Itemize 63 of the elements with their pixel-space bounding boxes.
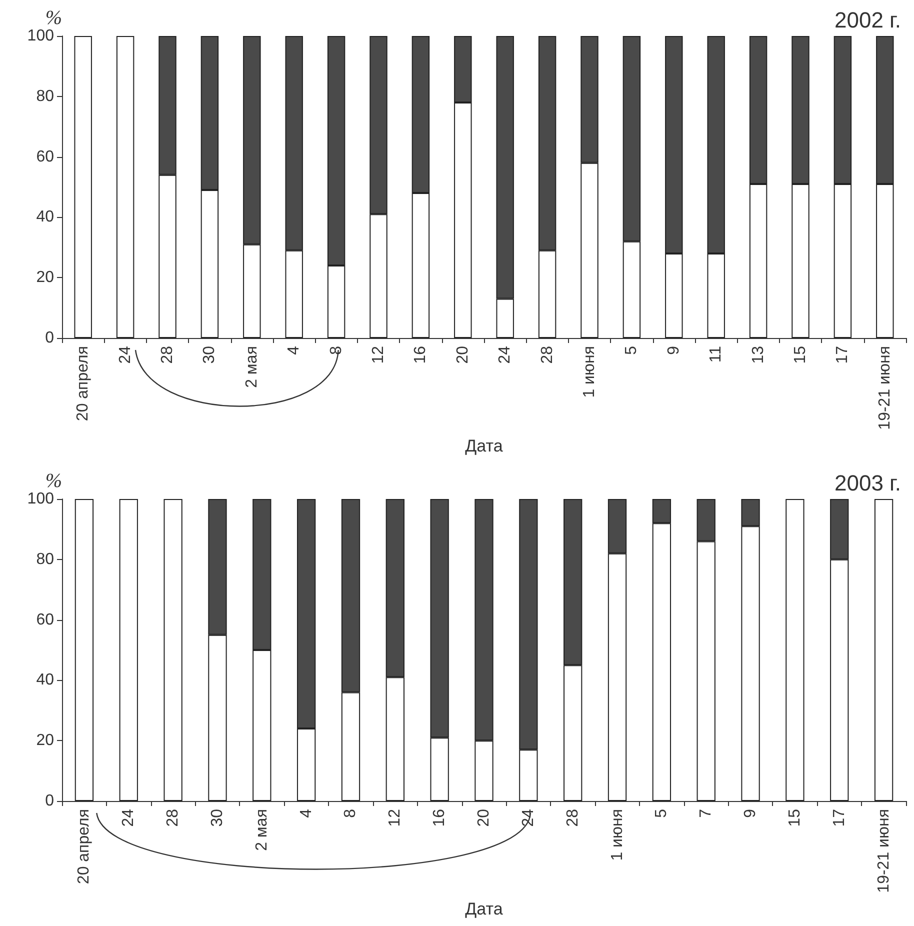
- y-tick-label: 40: [36, 208, 54, 226]
- x-tick-label: 2 мая: [243, 346, 260, 388]
- x-tick-label: 9: [742, 808, 760, 818]
- x-tick-label: 17: [830, 808, 848, 827]
- x-axis-title: Дата: [465, 436, 504, 456]
- x-tick-label: 8: [328, 346, 345, 355]
- bar: [74, 36, 92, 338]
- y-tick-label: 0: [45, 792, 54, 810]
- x-tick-label: 28: [564, 808, 582, 827]
- chart-title: 2003 г.: [834, 470, 902, 496]
- x-tick-label: 1 июня: [608, 809, 626, 861]
- y-tick-label: 20: [36, 732, 54, 750]
- x-tick-label: 20: [454, 346, 472, 364]
- bar: [164, 499, 182, 801]
- x-tick-label: 9: [665, 346, 682, 355]
- x-tick-label: 13: [750, 346, 767, 364]
- x-tick-label: 16: [431, 808, 448, 827]
- y-tick-label: 80: [36, 88, 54, 105]
- bar: [74, 499, 94, 801]
- x-tick-label: 28: [538, 346, 556, 364]
- x-tick-label: 20 апреля: [74, 346, 92, 422]
- bar: [119, 499, 138, 801]
- x-tick-label: 28: [159, 346, 176, 364]
- x-tick-label: 12: [386, 808, 404, 827]
- x-tick-label: 20 апреля: [76, 809, 93, 884]
- x-tick-label: 24: [496, 346, 514, 364]
- x-tick-label: 5: [653, 808, 670, 818]
- x-tick-label: 28: [164, 808, 182, 827]
- x-tick-label: 1 июня: [581, 346, 598, 398]
- x-tick-label: 15: [786, 808, 804, 827]
- x-tick-label: 12: [370, 346, 387, 364]
- y-tick-label: 0: [45, 330, 54, 346]
- y-axis-title: %: [45, 7, 62, 29]
- chart-title: 2002 г.: [834, 8, 902, 32]
- y-tick-label: 20: [36, 269, 54, 286]
- bar: [116, 36, 134, 338]
- x-tick-label: 8: [342, 808, 360, 818]
- y-tick-label: 60: [36, 148, 54, 166]
- x-tick-label: 30: [201, 346, 218, 364]
- x-tick-label: 2 мая: [253, 809, 270, 851]
- y-axis-title: %: [45, 470, 62, 492]
- bar: [786, 499, 804, 801]
- x-tick-label: 7: [698, 808, 715, 818]
- x-tick-label: 5: [623, 346, 640, 355]
- x-tick-label: 20: [476, 808, 492, 827]
- x-axis-title: Дата: [465, 900, 504, 919]
- x-tick-label: 4: [298, 808, 315, 818]
- y-tick-label: 100: [27, 490, 54, 508]
- x-tick-label: 17: [834, 346, 852, 364]
- x-tick-label: 11: [708, 346, 725, 363]
- y-tick-label: 60: [36, 611, 54, 628]
- x-tick-label: 24: [116, 346, 134, 364]
- x-tick-label: 30: [208, 808, 226, 827]
- y-tick-label: 40: [36, 672, 54, 689]
- x-tick-label: 15: [792, 346, 809, 364]
- x-tick-label: 16: [412, 346, 430, 364]
- x-tick-label: 19-21 июня: [876, 346, 894, 430]
- y-tick-label: 80: [36, 550, 54, 568]
- bar: [874, 499, 894, 801]
- x-tick-label: 4: [286, 346, 303, 355]
- y-tick-label: 100: [27, 28, 54, 44]
- x-tick-label: 24: [120, 808, 138, 827]
- x-tick-label: 19-21 июня: [875, 809, 892, 893]
